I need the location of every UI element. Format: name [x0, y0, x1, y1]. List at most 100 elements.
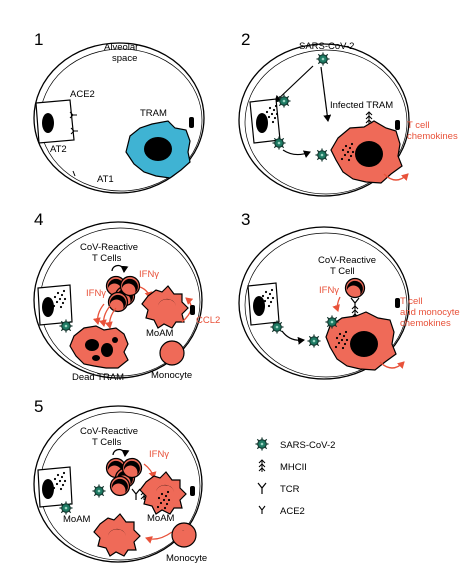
virus-icon [306, 333, 322, 349]
ifng-label: IFNγ [149, 449, 169, 460]
virus-label: SARS-CoV-2 [299, 41, 354, 52]
virus-icon [324, 314, 340, 330]
ifng-left-label: IFNγ [86, 288, 106, 299]
cell-junction [189, 117, 194, 128]
at2-nucleus [42, 297, 54, 317]
alveolus-outline [33, 221, 203, 379]
tcells-label-1: CoV-Reactive [80, 426, 138, 437]
ccl2-label: CCL2 [196, 315, 220, 326]
t-cell [344, 277, 366, 299]
chemokines-label-3: chemokines [400, 318, 451, 329]
virus-icon [276, 93, 292, 109]
panel-1: 1 Alveolar space ACE2 AT2 AT1 TRAM [33, 30, 205, 194]
cell-junction [395, 298, 400, 308]
moam-cell [139, 471, 187, 515]
virus-icon [271, 135, 287, 151]
panel-4-number: 4 [34, 210, 43, 229]
at2-cell [35, 99, 75, 144]
chemokine-arrow [379, 361, 405, 370]
panel-3-number: 3 [241, 210, 250, 229]
alveolar-space-label-1: Alveolar [104, 42, 138, 53]
at2-nucleus [253, 296, 265, 316]
legend-label: ACE2 [280, 506, 305, 517]
panel-4: 4 CoV-Reactive T Cells IFNγ IFNγ MoAM CC… [33, 210, 220, 383]
legend-item: ACE2 [258, 505, 305, 517]
panel-2: 2 SARS-CoV-2 Infected TRAM T cell chemok… [238, 30, 458, 197]
dead-tram-fragment [92, 355, 100, 361]
at1-label: AT1 [97, 174, 114, 185]
monocyte-cell [171, 522, 197, 548]
tcr-icon [257, 482, 267, 495]
ifng-arrow [143, 463, 157, 479]
chemokines-label-1: T cell [400, 296, 423, 307]
monocyte-label: Monocyte [151, 370, 192, 381]
dead-tram-fragment [101, 343, 113, 357]
at2-nucleus [42, 479, 54, 499]
t-cell [109, 475, 131, 497]
dead-tram-label: Dead TRAM [72, 372, 124, 383]
moam-cell [93, 513, 141, 557]
ifng-label: IFNγ [319, 285, 339, 296]
legend-label: SARS-CoV-2 [280, 440, 335, 451]
virus-icon [315, 51, 331, 67]
t-cell [121, 457, 143, 479]
chemokines-label-2: and monocyte [400, 307, 460, 318]
tram-nucleus [144, 137, 172, 161]
infected-tram-label: Infected TRAM [330, 100, 393, 111]
alveolus-inner-outline [244, 232, 408, 378]
virus-icon [91, 483, 107, 499]
alveolar-space-label-2: space [112, 53, 137, 64]
legend: SARS-CoV-2 MHCII TCR ACE2 [254, 436, 335, 517]
ifng-top-label: IFNγ [139, 269, 159, 280]
differentiation-arrow [145, 531, 173, 544]
mhcii-molecule [365, 111, 373, 125]
moam-cell [141, 285, 189, 329]
virus-icon [58, 500, 74, 516]
legend-label: TCR [280, 484, 300, 495]
dead-tram-fragment [112, 337, 118, 343]
ace2-label: ACE2 [70, 89, 95, 100]
infection-arrow [320, 66, 332, 122]
legend-item: MHCII [258, 459, 307, 473]
release-arrow [282, 149, 311, 158]
tcell-label-2: T Cell [330, 266, 355, 277]
infected-tram-nucleus [355, 141, 383, 167]
alveolus-inner-outline [244, 49, 408, 195]
infected-tram-nucleus [350, 331, 378, 357]
cell-junction [395, 120, 400, 130]
ifng-arrow [98, 305, 111, 327]
release-arrow [281, 330, 305, 345]
cell-junction [190, 305, 195, 315]
alveolus-outline [33, 405, 203, 563]
tram-label: TRAM [140, 108, 167, 119]
at2-infection-arrow [274, 65, 314, 103]
legend-item: SARS-CoV-2 [254, 436, 335, 452]
dead-tram-fragment [85, 339, 99, 351]
panel-1-number: 1 [34, 30, 43, 49]
tcells-label-2: T Cells [92, 253, 122, 264]
t-cell [107, 291, 129, 313]
moam-right-label: MoAM [147, 513, 175, 524]
moam-left-label: MoAM [63, 514, 91, 525]
alveolus-outline [238, 43, 410, 197]
ifng-arrow [104, 307, 117, 329]
chemokines-label-2: chemokines [407, 131, 458, 142]
ace2-icon [258, 505, 266, 514]
alveolus-outline [238, 226, 410, 380]
chemokines-label-1: T cell [407, 120, 430, 131]
legend-label: MHCII [280, 462, 307, 473]
virus-icon [314, 147, 330, 163]
alveolus-outline [33, 42, 205, 194]
monocyte-cell [159, 340, 185, 366]
at1-junction [72, 170, 76, 177]
cell-junction [190, 486, 195, 496]
at2-nucleus [256, 113, 268, 133]
panel-3: 3 CoV-Reactive T Cell IFNγ T cell and mo… [238, 210, 460, 380]
tcell-label-1: CoV-Reactive [318, 255, 376, 266]
panel-5-number: 5 [34, 397, 43, 416]
t-cell [119, 275, 141, 297]
tcells-label-2: T Cells [92, 437, 122, 448]
virus-icon [58, 318, 74, 334]
moam-label: MoAM [146, 328, 174, 339]
